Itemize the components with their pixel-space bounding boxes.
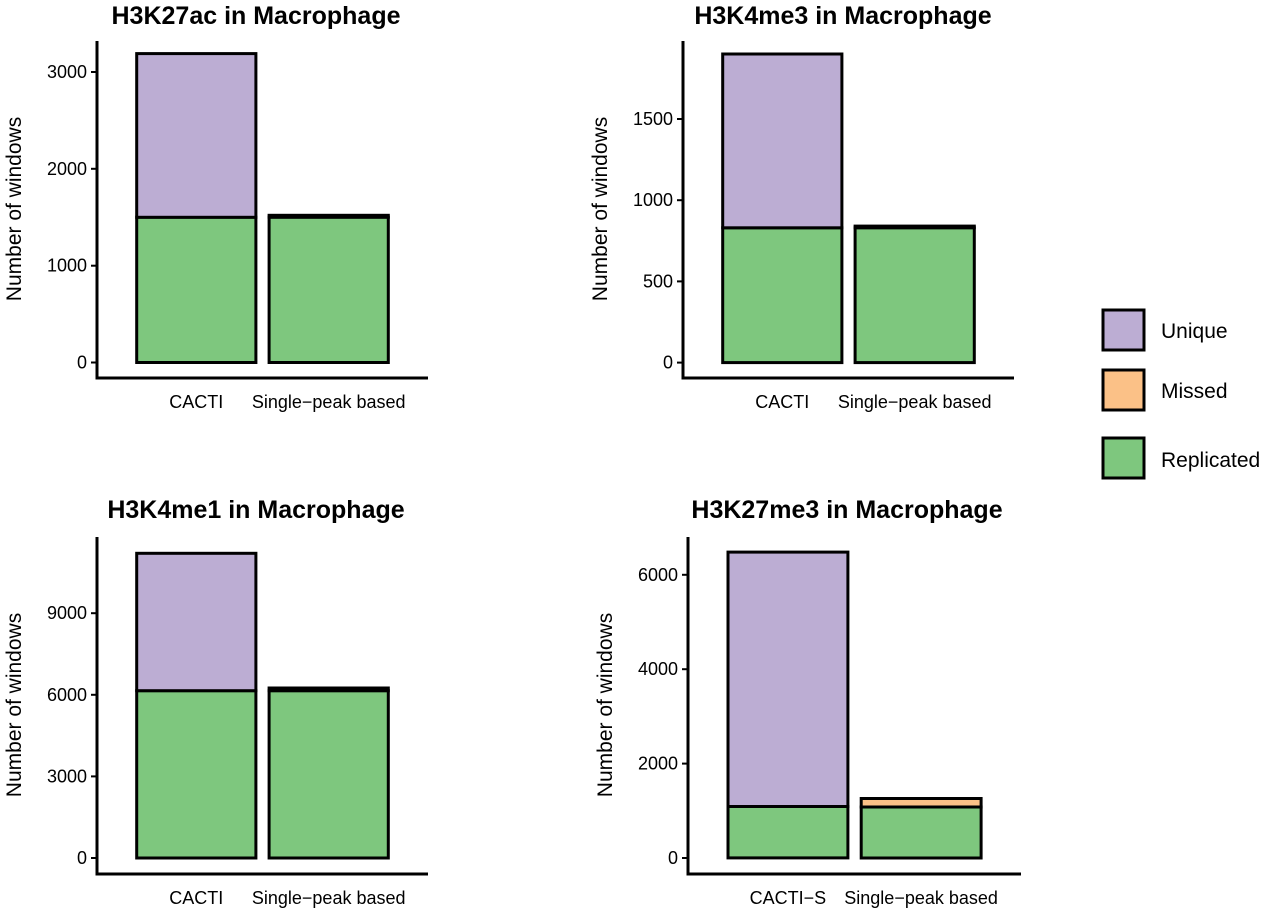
x-tick-label: Single−peak based bbox=[252, 392, 406, 412]
bar-segment-missed bbox=[853, 224, 976, 230]
y-axis-title: Number of windows bbox=[3, 117, 26, 301]
plot-area: CACTI Single−peak based 0 1000 2000 3000 bbox=[47, 41, 428, 412]
y-tick-label: 0 bbox=[77, 353, 87, 373]
bar-segment-replicated bbox=[853, 226, 976, 365]
legend-label-replicated: Replicated bbox=[1161, 449, 1260, 472]
panel-title: H3K27me3 in Macrophage bbox=[691, 496, 1002, 524]
legend-swatch-unique bbox=[1101, 308, 1146, 352]
bar-segment-missed bbox=[267, 686, 390, 693]
legend: Unique Missed Replicated bbox=[1101, 308, 1260, 480]
bar-segment-unique bbox=[135, 551, 258, 693]
x-tick-label: CACTI bbox=[755, 392, 809, 412]
bar-segment-replicated bbox=[721, 226, 844, 365]
y-tick-label: 1000 bbox=[633, 190, 673, 210]
y-tick-label: 1500 bbox=[633, 109, 673, 129]
legend-swatch-replicated bbox=[1101, 436, 1146, 480]
panel-title: H3K4me3 in Macrophage bbox=[694, 2, 991, 30]
plot-area: CACTI Single−peak based 0 500 1000 1500 bbox=[633, 41, 1014, 412]
bar-segment-replicated bbox=[267, 689, 390, 860]
y-tick-label: 500 bbox=[643, 271, 673, 291]
y-tick-label: 0 bbox=[663, 353, 673, 373]
x-tick-label: Single−peak based bbox=[844, 888, 998, 908]
y-tick-label: 3000 bbox=[47, 766, 87, 786]
bar-segment-unique bbox=[721, 52, 844, 230]
panel-h3k4me3: H3K4me3 in Macrophage Number of windows … bbox=[589, 2, 1014, 412]
y-tick-label: 3000 bbox=[47, 62, 87, 82]
bar-segment-unique bbox=[135, 52, 258, 219]
y-tick-label: 0 bbox=[668, 848, 678, 868]
y-axis-title: Number of windows bbox=[3, 613, 26, 797]
bar-segment-unique bbox=[726, 550, 850, 808]
bar-segment-replicated bbox=[859, 805, 983, 860]
x-tick-label: CACTI−S bbox=[750, 888, 827, 908]
x-tick-label: Single−peak based bbox=[252, 888, 406, 908]
bar-segment-replicated bbox=[267, 215, 390, 364]
y-tick-label: 2000 bbox=[47, 159, 87, 179]
y-tick-label: 0 bbox=[77, 848, 87, 868]
y-tick-label: 6000 bbox=[47, 685, 87, 705]
bar-segment-replicated bbox=[726, 805, 850, 860]
legend-swatch-missed bbox=[1101, 368, 1146, 412]
legend-label-missed: Missed bbox=[1161, 380, 1228, 403]
y-tick-label: 2000 bbox=[638, 754, 678, 774]
panel-title: H3K4me1 in Macrophage bbox=[107, 496, 404, 524]
panel-h3k4me1: H3K4me1 in Macrophage Number of windows … bbox=[3, 496, 428, 908]
x-tick-label: CACTI bbox=[169, 888, 223, 908]
plot-area: CACTI Single−peak based 0 3000 6000 9000 bbox=[47, 537, 428, 908]
panel-h3k27me3: H3K27me3 in Macrophage Number of windows… bbox=[594, 496, 1021, 908]
y-tick-label: 6000 bbox=[638, 565, 678, 585]
x-tick-label: Single−peak based bbox=[838, 392, 992, 412]
y-axis-title: Number of windows bbox=[594, 613, 617, 797]
x-tick-label: CACTI bbox=[169, 392, 223, 412]
legend-label-unique: Unique bbox=[1161, 320, 1228, 343]
panel-h3k27ac: H3K27ac in Macrophage Number of windows … bbox=[3, 2, 428, 412]
panel-title: H3K27ac in Macrophage bbox=[112, 2, 401, 30]
bar-segment-missed bbox=[859, 797, 983, 809]
y-tick-label: 4000 bbox=[638, 659, 678, 679]
y-axis-title: Number of windows bbox=[589, 117, 612, 301]
bar-segment-replicated bbox=[135, 215, 258, 364]
bar-segment-replicated bbox=[135, 689, 258, 860]
bar-segment-missed bbox=[267, 213, 390, 219]
y-tick-label: 1000 bbox=[47, 256, 87, 276]
y-tick-label: 9000 bbox=[47, 603, 87, 623]
plot-area: CACTI−S Single−peak based 0 2000 4000 6000 bbox=[638, 537, 1021, 908]
